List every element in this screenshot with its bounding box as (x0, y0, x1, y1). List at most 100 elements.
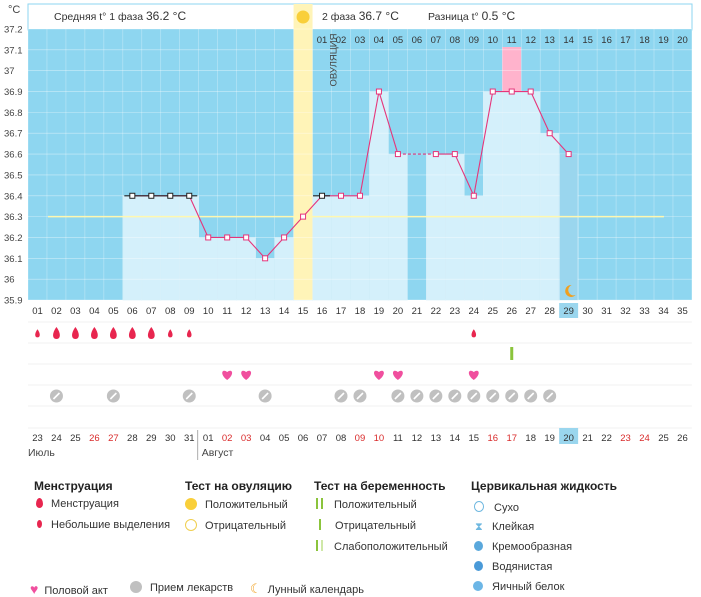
upper-day-label: 15 (582, 35, 593, 46)
y-tick-label: 37 (4, 66, 15, 77)
pill-stripe (432, 392, 440, 400)
cycle-day-label: 06 (127, 306, 138, 317)
legend-cervical-dry: Сухо (474, 501, 519, 514)
date-label: 11 (393, 433, 403, 444)
date-label: 16 (487, 433, 498, 444)
small-drop-icon (37, 520, 42, 528)
blood-drop-icon (128, 327, 136, 339)
temperature-bar (464, 195, 484, 301)
temperature-point (300, 213, 307, 220)
y-tick-label: 36.9 (4, 87, 23, 98)
temperature-line (283, 216, 304, 238)
temperature-point (432, 151, 439, 158)
date-label: 14 (450, 433, 461, 444)
cycle-day-label: 32 (620, 306, 631, 317)
phase2-value: 36.7 °C (359, 9, 399, 23)
temperature-point (394, 151, 401, 158)
cycle-day-label: 11 (222, 306, 232, 317)
upper-day-label: 18 (639, 35, 650, 46)
date-label: 23 (32, 433, 43, 444)
date-label: 23 (620, 433, 631, 444)
pill-stripe (52, 392, 61, 400)
blood-drop-icon (167, 329, 173, 338)
upper-day-label: 16 (601, 35, 612, 46)
cycle-day-label: 30 (582, 306, 593, 317)
y-tick-label: 36.3 (4, 212, 23, 223)
diff-label: Разница t° 0.5 °C (428, 9, 515, 23)
pill-stripe (337, 392, 345, 400)
date-label: 28 (127, 433, 138, 444)
header-bar (27, 3, 693, 31)
pill-stripe (413, 392, 421, 400)
temperature-point (281, 234, 288, 241)
phase1-label: Средняя t° 1 фаза 36.2 °C (54, 9, 186, 23)
eggwhite-drop-icon (473, 581, 483, 591)
cycle-day-label: 09 (184, 306, 195, 317)
cycle-day-label: 21 (412, 306, 423, 317)
cycle-day-label: 28 (544, 306, 555, 317)
heart-icon (468, 370, 479, 380)
date-label: 18 (525, 433, 536, 444)
temperature-point (186, 192, 193, 199)
legend-cervical-creamy: Кремообразная (474, 541, 572, 553)
y-tick-label: 35.9 (4, 296, 23, 307)
temperature-bar (445, 153, 465, 301)
upper-day-label: 09 (469, 35, 480, 46)
legend-moon: ☾ Лунный календарь (250, 581, 364, 596)
cycle-day-label: 03 (70, 306, 81, 317)
cycle-day-label: 07 (146, 306, 157, 317)
blood-drop-icon (91, 327, 98, 339)
pill-stripe (546, 392, 554, 400)
blood-drop-icon (35, 329, 40, 338)
date-label: 24 (51, 433, 62, 444)
pill-stripe (489, 392, 497, 400)
date-label: 26 (89, 433, 100, 444)
date-label: 20 (563, 433, 574, 444)
y-tick-label: 36.5 (4, 170, 23, 181)
temperature-point (224, 234, 231, 241)
temperature-bar (217, 237, 237, 301)
date-label: 01 (203, 433, 214, 444)
single-line-icon (319, 519, 321, 530)
heart-icon: ♥ (30, 581, 39, 597)
temperature-point (167, 192, 174, 199)
blood-drop-icon (53, 327, 60, 339)
cycle-day-label: 02 (51, 306, 62, 317)
cycle-day-label: 20 (393, 306, 404, 317)
y-tick-label: 36.4 (4, 191, 23, 202)
pill-stripe (451, 392, 459, 400)
temperature-bar (331, 195, 351, 301)
cycle-day-label: 04 (89, 306, 100, 317)
temperature-point (565, 151, 572, 158)
date-label: 09 (355, 433, 366, 444)
date-label: 07 (317, 433, 328, 444)
temperature-line (473, 91, 494, 196)
date-label: 30 (165, 433, 176, 444)
blood-drop-icon (109, 327, 117, 339)
legend-cervical-eggwhite: Яичный белок (473, 581, 564, 593)
temperature-point (527, 88, 534, 95)
ovulation-label: ОВУЛЯЦИЯ (329, 33, 340, 86)
upper-day-label: 01 (317, 35, 328, 46)
legend-pregnancy-title: Тест на беременность (314, 479, 446, 493)
heart-icon (392, 370, 403, 380)
legend-ovulation-title: Тест на овуляцию (185, 479, 292, 493)
phase2-label: 2 фаза 36.7 °C (322, 9, 399, 23)
temperature-line (454, 153, 475, 196)
pill-icon (130, 581, 142, 593)
upper-day-label: 04 (374, 35, 385, 46)
upper-day-label: 02 (336, 35, 347, 46)
date-label: 17 (506, 433, 517, 444)
upper-day-label: 05 (393, 35, 404, 46)
temperature-bar (350, 195, 370, 301)
legend-ovulation-positive: Положительный (185, 498, 288, 511)
pill-stripe (109, 392, 117, 400)
cycle-day-label: 19 (374, 306, 385, 317)
legend-cervical-watery: Водянистая (474, 561, 552, 573)
legend-medication: Прием лекарств (130, 581, 233, 594)
upper-day-label: 20 (677, 35, 688, 46)
cycle-day-label: 18 (355, 306, 366, 317)
temperature-point (546, 130, 553, 137)
legend-menstruation-title: Менструация (34, 479, 113, 493)
cycle-day-label: 31 (601, 306, 612, 317)
